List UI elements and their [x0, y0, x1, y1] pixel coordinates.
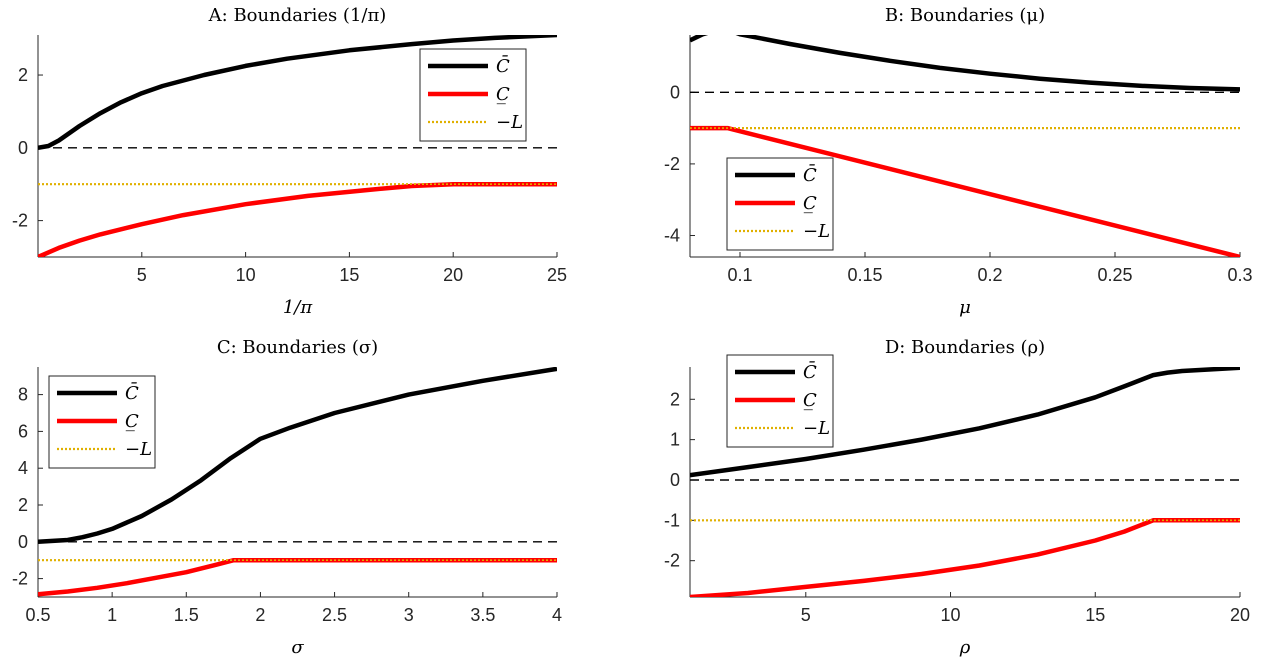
y-tick-label: -4 [664, 226, 680, 246]
series-line-upper [690, 367, 1240, 478]
y-tick-label: 0 [670, 82, 680, 102]
legend-label: −L [803, 418, 830, 439]
legend-label: −L [125, 439, 152, 460]
y-tick-label: -1 [664, 510, 680, 530]
x-tick-label: 0.2 [977, 265, 1002, 285]
series-line-upper [38, 35, 557, 151]
y-tick-label: 1 [670, 430, 680, 450]
legend: C̄ C̲ −L [419, 48, 527, 142]
y-tick-label: 0 [18, 138, 28, 158]
x-tick-label: 1 [107, 605, 117, 625]
legend-label: C̲ [496, 84, 510, 105]
legend: C̄ C̲ −L [48, 375, 156, 469]
x-tick-label: 0.25 [1097, 265, 1132, 285]
legend-label: −L [496, 112, 523, 133]
y-tick-label: 8 [18, 385, 28, 405]
series-line-upper [690, 35, 1240, 92]
x-tick-label: 25 [547, 265, 567, 285]
x-tick-label: 1.5 [174, 605, 199, 625]
x-axis-label: 1/π [283, 297, 314, 318]
series-line-lower [38, 557, 557, 597]
x-axis-label: σ [291, 637, 304, 658]
x-tick-label: 20 [443, 265, 463, 285]
panel-b: 0.1 0.15 0.2 0.25 0.3 -4 -2 0 B: Boundaries (μ) μ… [664, 5, 1253, 318]
chart-title: B: Boundaries (μ) [885, 5, 1045, 26]
y-tick-label: 2 [670, 389, 680, 409]
x-tick-label: 2.5 [322, 605, 347, 625]
y-tick-label: -2 [664, 551, 680, 571]
x-tick-label: 10 [941, 605, 961, 625]
y-tick-label: -2 [12, 569, 28, 589]
x-tick-label: 0.3 [1227, 265, 1252, 285]
x-tick-label: 0.5 [25, 605, 50, 625]
y-tick-label: 2 [18, 65, 28, 85]
y-tick-label: -2 [12, 211, 28, 231]
x-tick-label: 3 [404, 605, 414, 625]
legend-label: C̄ [803, 360, 817, 383]
chart-title: A: Boundaries (1/π) [208, 5, 387, 26]
x-tick-label: 15 [1085, 605, 1105, 625]
x-tick-label: 0.15 [847, 265, 882, 285]
legend-label: C̄ [125, 381, 139, 404]
legend-label: C̲ [803, 390, 817, 411]
x-tick-label: 0.1 [727, 265, 752, 285]
x-axis-label: μ [959, 297, 971, 318]
x-tick-label: 20 [1230, 605, 1250, 625]
panel-c: 0.5 1 1.5 2 2.5 3 3.5 4 -2 0 2 4 6 8 C: Boundaries (σ)… [12, 337, 562, 658]
legend-label: C̲ [803, 193, 817, 214]
y-tick-label: -2 [664, 154, 680, 174]
x-axis-label: ρ [959, 637, 971, 658]
chart-title: D: Boundaries (ρ) [885, 337, 1045, 358]
x-tick-label: 4 [552, 605, 562, 625]
y-tick-label: 2 [18, 495, 28, 515]
series-line-lower [690, 518, 1240, 597]
legend-label: C̄ [803, 163, 817, 186]
panel-a: 5 10 15 20 25 -2 0 2 A: Boundaries (1/π) 1/π C̄ C̲ −… [12, 5, 567, 318]
legend-label: C̲ [125, 411, 139, 432]
legend-label: C̄ [496, 54, 510, 77]
x-tick-label: 10 [236, 265, 256, 285]
legend: C̄ C̲ −L [726, 157, 834, 251]
legend: C̄ C̲ −L [726, 354, 834, 448]
x-tick-label: 2 [255, 605, 265, 625]
series-line-upper [38, 367, 557, 545]
x-tick-label: 5 [801, 605, 811, 625]
y-tick-label: 0 [18, 532, 28, 552]
y-tick-label: 6 [18, 421, 28, 441]
series-line-lower [38, 181, 557, 257]
x-tick-label: 3.5 [470, 605, 495, 625]
chart-title: C: Boundaries (σ) [217, 337, 378, 358]
x-tick-label: 5 [137, 265, 147, 285]
y-tick-label: 0 [670, 470, 680, 490]
x-tick-label: 15 [339, 265, 359, 285]
y-tick-label: 4 [18, 458, 28, 478]
legend-label: −L [803, 221, 830, 242]
panel-d: 5 10 15 20 -2 -1 0 1 2 D: Boundaries (ρ) ρ C̄ C̲ −L [664, 337, 1250, 658]
